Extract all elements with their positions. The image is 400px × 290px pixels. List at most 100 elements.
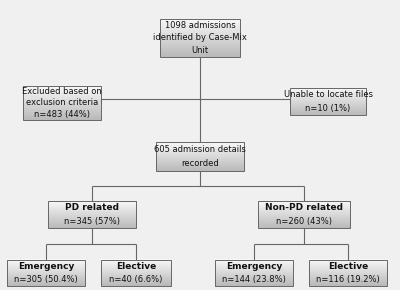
Bar (290, 92, 366, 93)
Bar (156, 157, 244, 158)
Bar (7, 271, 85, 272)
Bar (48, 209, 136, 210)
Bar (48, 217, 136, 218)
Bar (258, 217, 350, 218)
Bar (160, 30, 240, 31)
Bar (258, 216, 350, 217)
Bar (101, 279, 171, 280)
Bar (156, 158, 244, 159)
Bar (7, 274, 85, 275)
Bar (7, 275, 85, 276)
Bar (258, 205, 350, 206)
Bar (309, 274, 387, 275)
Bar (23, 101, 101, 102)
Bar (156, 166, 244, 167)
Bar (215, 273, 293, 274)
Bar (258, 220, 350, 221)
Bar (290, 101, 366, 102)
Bar (309, 272, 387, 273)
Bar (215, 274, 293, 275)
Bar (309, 264, 387, 265)
Bar (160, 47, 240, 48)
Bar (215, 275, 293, 276)
Bar (48, 212, 136, 213)
Bar (160, 41, 240, 42)
Bar (101, 282, 171, 283)
Bar (258, 210, 350, 211)
Bar (290, 100, 366, 101)
Bar (48, 215, 136, 216)
Bar (7, 263, 85, 264)
Bar (101, 271, 171, 272)
Bar (101, 276, 171, 277)
Bar (160, 21, 240, 22)
Text: n=116 (19.2%): n=116 (19.2%) (316, 275, 380, 284)
Bar (160, 39, 240, 41)
Bar (309, 275, 387, 276)
Bar (156, 149, 244, 150)
Bar (48, 228, 136, 229)
Bar (23, 104, 101, 105)
Bar (215, 278, 293, 279)
Text: n=144 (23.8%): n=144 (23.8%) (222, 275, 286, 284)
Bar (23, 90, 101, 91)
Bar (48, 221, 136, 222)
Bar (160, 43, 240, 44)
Bar (258, 221, 350, 222)
Bar (160, 26, 240, 27)
Bar (23, 109, 101, 110)
Bar (101, 261, 171, 262)
Text: exclusion criteria: exclusion criteria (26, 98, 98, 108)
Bar (101, 273, 171, 274)
Bar (156, 142, 244, 171)
Bar (23, 118, 101, 119)
Bar (23, 89, 101, 90)
Bar (23, 92, 101, 93)
Bar (156, 146, 244, 147)
Bar (290, 90, 366, 91)
Bar (309, 261, 387, 262)
Bar (290, 106, 366, 107)
Bar (7, 284, 85, 285)
Bar (7, 282, 85, 283)
Bar (48, 225, 136, 226)
Bar (7, 280, 85, 281)
Bar (160, 51, 240, 52)
Bar (290, 89, 366, 90)
Bar (290, 95, 366, 96)
Bar (23, 98, 101, 99)
Bar (23, 100, 101, 101)
Bar (101, 280, 171, 281)
Bar (101, 284, 171, 285)
Bar (23, 106, 101, 107)
Bar (309, 266, 387, 267)
Bar (309, 276, 387, 277)
Bar (258, 214, 350, 215)
Bar (258, 204, 350, 205)
Bar (156, 165, 244, 166)
Text: PD related: PD related (65, 203, 119, 212)
Bar (160, 39, 240, 40)
Bar (7, 266, 85, 267)
Bar (215, 281, 293, 282)
Bar (160, 31, 240, 32)
Bar (156, 155, 244, 156)
Bar (290, 110, 366, 111)
Bar (23, 99, 101, 100)
Bar (215, 261, 293, 262)
Bar (48, 203, 136, 204)
Bar (160, 45, 240, 46)
Bar (156, 143, 244, 144)
Bar (7, 268, 85, 269)
Bar (290, 88, 366, 115)
Bar (156, 160, 244, 161)
Bar (23, 94, 101, 95)
Bar (215, 266, 293, 267)
Bar (160, 33, 240, 34)
Bar (7, 265, 85, 266)
Bar (215, 279, 293, 280)
Bar (160, 27, 240, 28)
Bar (309, 281, 387, 282)
Bar (48, 223, 136, 224)
Bar (48, 206, 136, 207)
